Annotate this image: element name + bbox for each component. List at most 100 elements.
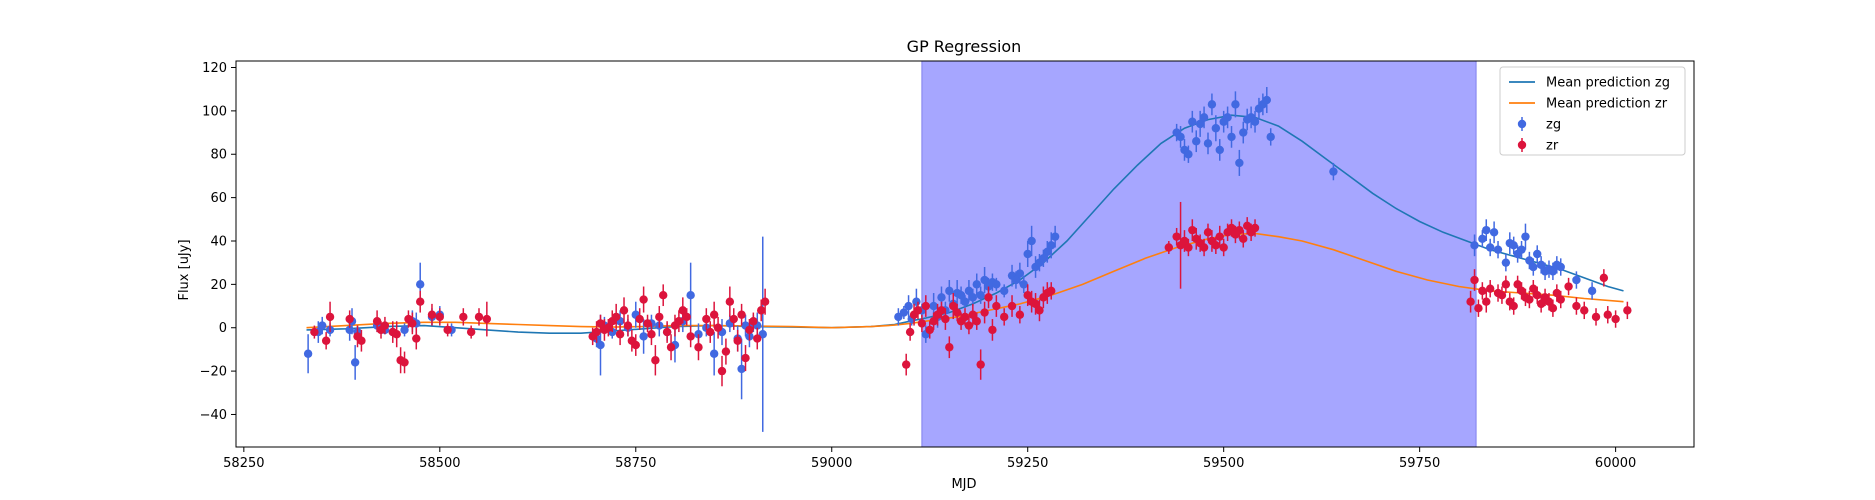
data-point-zg: [999, 286, 1009, 296]
data-point-zr: [412, 334, 421, 343]
data-point-zr: [1564, 282, 1573, 291]
data-point-zr: [1611, 314, 1620, 324]
data-point-zr: [1599, 273, 1609, 283]
data-point-zg: [1239, 128, 1248, 137]
data-point-zg: [1050, 232, 1060, 241]
data-point-zg: [1533, 249, 1542, 259]
y-tick-label: 40: [210, 234, 227, 249]
data-point-zr: [960, 312, 970, 322]
data-point-zr: [1533, 291, 1542, 300]
data-point-zg: [1470, 241, 1479, 250]
y-tick-label: 20: [210, 278, 227, 293]
data-point-zr: [949, 301, 958, 311]
data-point-zg: [1262, 95, 1271, 105]
y-tick-label: 60: [210, 191, 227, 206]
data-point-zr: [662, 327, 672, 337]
data-point-zg: [1509, 241, 1518, 250]
data-point-zr: [937, 306, 946, 315]
data-point-zr: [615, 330, 625, 339]
data-point-zr: [945, 343, 954, 352]
data-point-zr: [972, 317, 981, 326]
data-point-zg: [1011, 275, 1021, 285]
data-point-zr: [1203, 228, 1213, 237]
data-point-zr: [706, 327, 715, 337]
data-point-zr: [749, 317, 758, 326]
legend-label: Mean prediction zg: [1546, 76, 1670, 91]
data-point-zr: [745, 325, 754, 335]
data-point-zr: [913, 306, 923, 315]
chart-title: GP Regression: [907, 37, 1022, 56]
data-point-zr: [1184, 243, 1193, 252]
data-point-zg: [980, 275, 989, 285]
data-point-zr: [682, 312, 691, 322]
data-point-zr: [678, 306, 688, 315]
data-point-zr: [643, 319, 652, 328]
y-tick-label: 0: [219, 321, 227, 336]
data-point-zr: [1470, 275, 1479, 285]
data-point-zr: [968, 310, 978, 319]
data-point-zr: [1047, 286, 1056, 296]
data-point-zr: [623, 321, 633, 330]
data-point-zr: [651, 356, 660, 365]
data-point-zg: [1215, 145, 1224, 155]
data-point-zg: [303, 349, 313, 358]
data-point-zr: [666, 343, 676, 352]
data-point-zr: [964, 321, 974, 330]
data-point-zr: [756, 306, 766, 315]
data-point-zg: [972, 280, 981, 289]
series-zr: [310, 201, 1632, 387]
data-point-zr: [372, 317, 382, 326]
data-point-zr: [1591, 312, 1601, 322]
legend-entry-zg: zg: [1517, 117, 1561, 133]
data-point-zr: [325, 312, 335, 322]
data-point-zg: [639, 332, 648, 341]
data-point-zr: [1501, 280, 1511, 289]
data-point-zr: [1478, 286, 1487, 296]
x-tick-label: 60000: [1595, 456, 1636, 471]
data-point-zr: [1525, 295, 1534, 304]
data-point-zr: [984, 293, 993, 302]
legend-label: zr: [1546, 139, 1559, 154]
data-point-zr: [1509, 301, 1518, 311]
data-point-zr: [929, 317, 938, 326]
data-point-zr: [1552, 288, 1562, 298]
data-point-zr: [1164, 243, 1174, 252]
data-point-zr: [459, 312, 468, 322]
data-point-zg: [737, 364, 746, 374]
data-point-zr: [1242, 221, 1252, 231]
data-point-zr: [619, 306, 629, 315]
x-axis-label: MJD: [951, 477, 976, 492]
data-point-zr: [1556, 295, 1565, 304]
data-point-zg: [976, 291, 985, 300]
legend-entry-zr-line: Mean prediction zr: [1509, 97, 1668, 112]
data-point-zr: [647, 330, 656, 339]
data-point-zg: [964, 286, 974, 296]
data-point-zg: [1195, 119, 1205, 129]
data-point-zr: [321, 336, 331, 345]
data-point-zr: [941, 314, 950, 324]
data-point-zr: [1485, 284, 1495, 293]
data-point-zr: [905, 327, 915, 337]
data-point-zg: [1188, 117, 1197, 126]
data-point-zr: [760, 297, 770, 306]
data-point-zr: [1239, 234, 1248, 244]
data-point-zg: [1572, 275, 1581, 285]
data-point-zr: [1215, 232, 1224, 241]
data-point-zr: [1623, 306, 1632, 315]
plot-content: [303, 87, 1632, 432]
x-tick-label: 58250: [223, 456, 264, 471]
data-point-zr: [1513, 280, 1522, 289]
data-point-zr: [737, 310, 746, 319]
data-point-zg: [1485, 243, 1495, 252]
data-point-zr: [443, 325, 452, 335]
data-point-zr: [725, 297, 735, 306]
data-point-zr: [980, 308, 989, 317]
data-point-zr: [925, 325, 934, 335]
data-point-zr: [1517, 286, 1526, 296]
y-tick-label: 120: [202, 61, 227, 76]
data-point-zg: [1176, 132, 1185, 142]
x-tick-label: 58750: [615, 456, 656, 471]
data-point-zg: [709, 349, 719, 358]
data-point-zg: [960, 297, 970, 306]
